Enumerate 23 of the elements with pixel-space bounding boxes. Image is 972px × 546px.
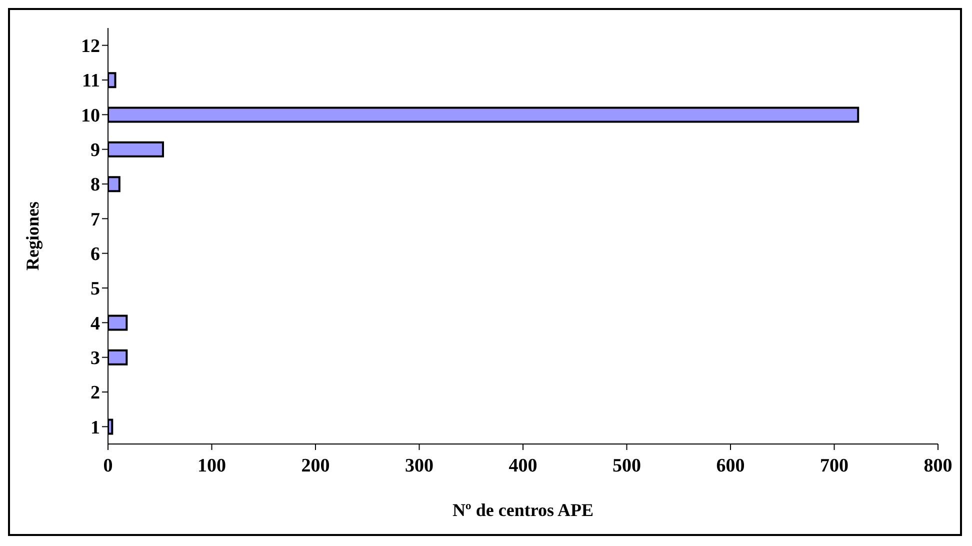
x-tick-label: 600 [716, 455, 745, 476]
y-tick-label: 6 [90, 244, 100, 266]
y-axis-title: Regiones [22, 202, 42, 270]
y-tick-label: 9 [90, 140, 100, 162]
y-tick-label: 8 [90, 174, 100, 196]
x-tick-label: 500 [612, 455, 641, 476]
y-tick-label: 4 [90, 313, 100, 334]
y-tick-label: 12 [81, 36, 100, 58]
x-tick-label: 400 [508, 455, 538, 476]
x-tick-label: 700 [820, 455, 848, 476]
x-tick-label: 100 [198, 455, 226, 476]
y-tick-label: 1 [90, 417, 100, 438]
x-axis-title: Nº de centros APE [452, 500, 594, 520]
y-tick-label: 10 [81, 105, 100, 126]
y-tick-label: 11 [82, 70, 100, 92]
x-tick-label: 0 [103, 455, 113, 476]
x-tick-label: 200 [301, 455, 330, 476]
x-tick-label: 300 [405, 455, 434, 476]
y-tick-label: 2 [90, 382, 100, 404]
y-tick-label: 3 [90, 348, 100, 370]
y-tick-label: 5 [90, 278, 100, 300]
y-tick-label: 7 [90, 209, 100, 230]
x-tick-label: 800 [924, 455, 952, 476]
